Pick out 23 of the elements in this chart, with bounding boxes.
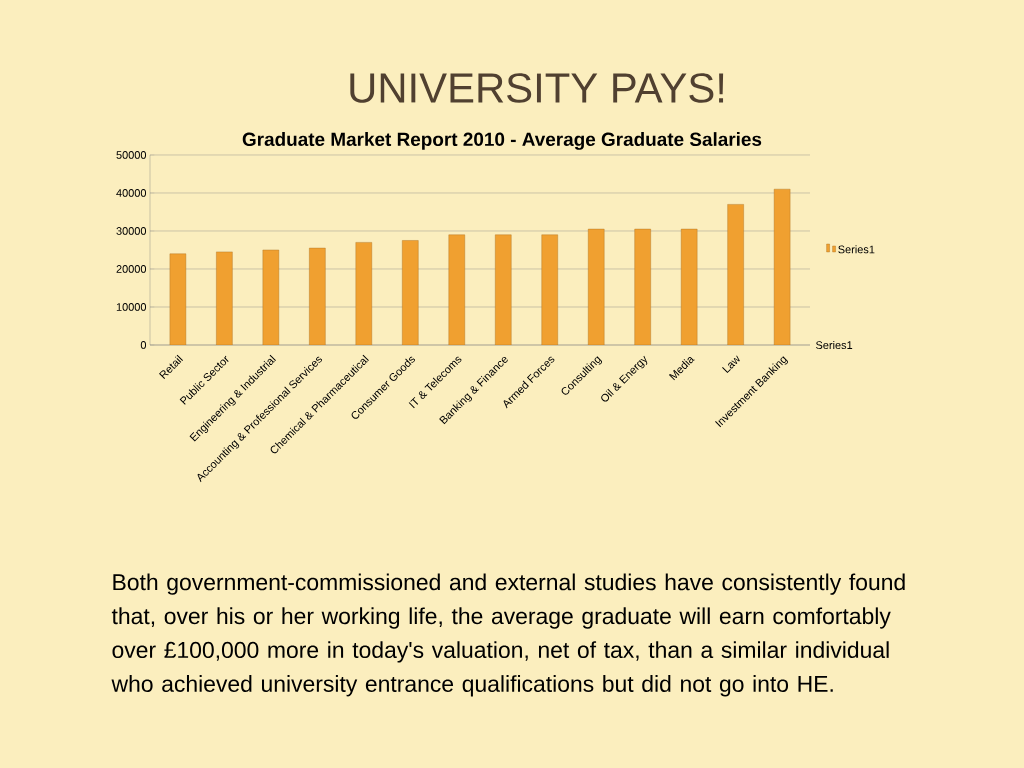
bar (355, 242, 373, 345)
bar (402, 240, 419, 345)
bar (680, 228, 698, 345)
chart-subtitle: Graduate Market Report 2010 - Average Graduate Salaries (242, 132, 762, 150)
bar (448, 234, 465, 345)
y-tick-label: 0 (140, 341, 147, 349)
y-tick-label: 30000 (116, 227, 147, 235)
y-tick-label: 20000 (116, 265, 147, 273)
text: Both government-commissioned and external studies have consistently found that, over his or her working life, the average graduate will earn comfortably over £100,000 more in today's valuation, net of tax, than a similar individual who achieved university entrance qualifications but did not go into HE. (111, 573, 905, 697)
x-tick-label: Law (722, 355, 740, 374)
bar (216, 251, 233, 345)
bar (588, 228, 605, 345)
bar (541, 234, 558, 345)
y-tick-label: 10000 (116, 303, 147, 311)
bar (634, 228, 651, 345)
text: Series1 (816, 340, 853, 350)
y-tick-label: 50000 (116, 151, 147, 159)
bar (495, 234, 512, 345)
bar (309, 247, 326, 345)
bar (727, 204, 744, 345)
chart-title: UNIVERSITY PAYS! (350, 73, 724, 103)
y-tick-label: 40000 (116, 189, 147, 197)
legend-label: Series1 (838, 245, 875, 254)
